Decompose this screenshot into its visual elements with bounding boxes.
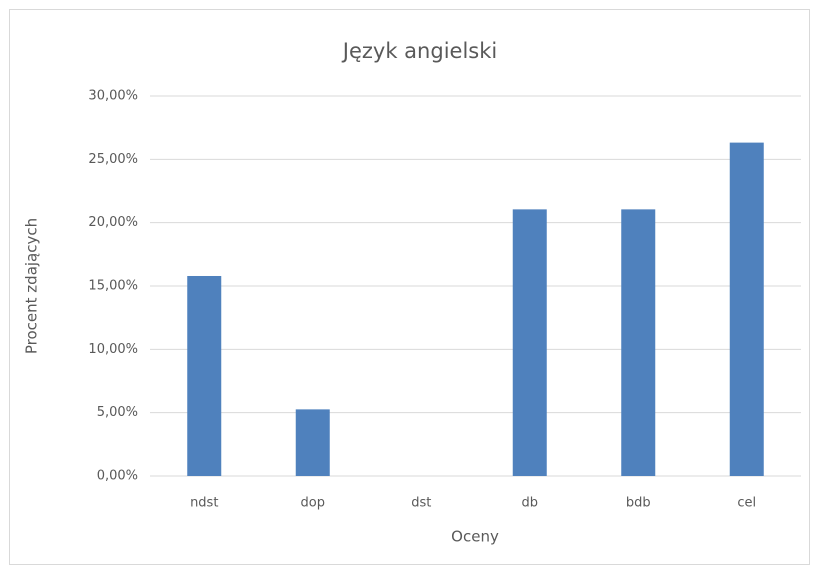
- bar: [621, 209, 656, 476]
- y-tick-label: 20,00%: [88, 215, 138, 230]
- y-tick-label: 25,00%: [88, 152, 138, 167]
- chart-border: [9, 9, 810, 565]
- x-tick-label: dop: [301, 496, 325, 511]
- y-tick-label: 0,00%: [97, 469, 138, 484]
- bar: [512, 209, 547, 476]
- bar: [187, 275, 222, 476]
- chart-title: Język angielski: [341, 39, 497, 63]
- bar: [729, 142, 764, 476]
- x-tick-label: bdb: [626, 496, 651, 511]
- y-tick-label: 30,00%: [88, 89, 138, 104]
- x-tick-label: cel: [737, 496, 756, 511]
- x-tick-label: dst: [411, 496, 431, 511]
- x-axis-title: Oceny: [451, 528, 499, 546]
- y-axis-title: Procent zdających: [23, 218, 41, 354]
- y-tick-label: 10,00%: [88, 342, 138, 357]
- y-tick-label: 5,00%: [97, 405, 138, 420]
- x-tick-label: ndst: [190, 496, 218, 511]
- x-tick-label: db: [521, 496, 538, 511]
- y-tick-label: 15,00%: [88, 279, 138, 294]
- bar: [295, 409, 330, 476]
